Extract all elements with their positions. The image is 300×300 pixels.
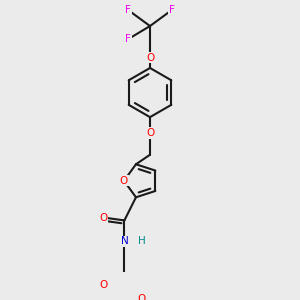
Text: F: F bbox=[125, 34, 131, 44]
Text: H: H bbox=[138, 236, 146, 246]
Text: O: O bbox=[99, 212, 108, 223]
Text: O: O bbox=[120, 176, 128, 186]
Text: N: N bbox=[121, 236, 128, 246]
Text: O: O bbox=[138, 294, 146, 300]
Text: F: F bbox=[169, 5, 175, 15]
Text: O: O bbox=[146, 128, 154, 138]
Text: O: O bbox=[146, 53, 154, 63]
Text: O: O bbox=[99, 280, 108, 290]
Text: F: F bbox=[125, 5, 131, 15]
